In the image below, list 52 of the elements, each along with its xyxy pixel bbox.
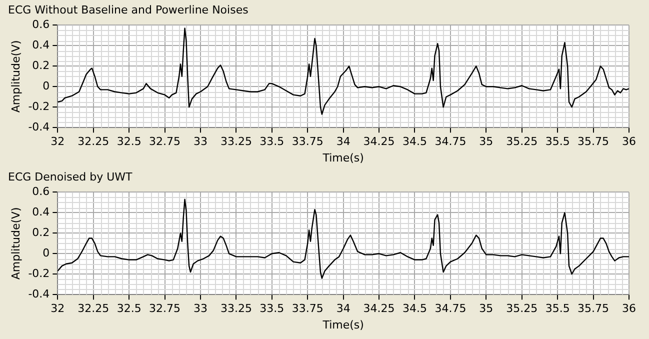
x-tick-label: 35.75	[578, 302, 610, 316]
x-tick-label: 35.5	[545, 135, 570, 148]
x-tick-label: 32.5	[116, 135, 142, 148]
y-tick-label: 0.4	[32, 206, 50, 219]
x-axis-title: Time(s)	[322, 318, 364, 332]
x-tick-label: 35.25	[506, 135, 538, 148]
x-tick-label: 32.25	[78, 135, 110, 148]
x-tick-label: 34.25	[363, 135, 395, 148]
x-tick-label: 32.75	[149, 302, 181, 316]
x-tick-label: 35.5	[545, 302, 570, 316]
y-axis-title: Amplitude(V)	[9, 207, 22, 280]
x-tick-label: 35	[479, 135, 494, 148]
x-tick-label: 35.25	[506, 302, 538, 316]
x-tick-label: 32.5	[116, 302, 142, 316]
y-tick-label: 0	[42, 246, 50, 260]
y-tick-label: -0.4	[28, 120, 50, 134]
x-tick-label: 36	[622, 302, 636, 316]
y-tick-label: -0.2	[28, 266, 50, 280]
y-axis-title: Amplitude(V)	[9, 40, 22, 113]
x-tick-label: 36	[622, 135, 636, 148]
x-tick-label: 33.25	[220, 135, 252, 148]
chart-title: ECG Denoised by UWT	[8, 170, 133, 184]
x-axis-title: Time(s)	[322, 151, 364, 164]
x-tick-label: 33.5	[260, 302, 284, 316]
y-tick-label: -0.2	[28, 100, 50, 113]
x-tick-label: 35	[479, 302, 494, 316]
x-tick-label: 34.25	[363, 302, 395, 316]
x-tick-label: 32.75	[149, 135, 181, 148]
y-tick-label: 0	[42, 80, 50, 92]
x-tick-label: 32	[50, 135, 65, 148]
y-tick-label: 0.4	[32, 38, 50, 52]
x-tick-label: 32	[50, 302, 65, 316]
y-tick-label: -0.4	[28, 287, 50, 300]
x-tick-label: 33	[193, 302, 208, 316]
y-tick-label: 0.2	[32, 226, 50, 240]
y-tick-label: 0.2	[32, 59, 50, 72]
x-tick-label: 33.5	[260, 135, 284, 148]
x-tick-label: 33.25	[220, 302, 252, 316]
x-tick-label: 33	[193, 135, 208, 148]
y-tick-label: 0.6	[32, 18, 50, 32]
x-tick-label: 33.75	[292, 135, 324, 148]
x-tick-label: 34	[336, 302, 350, 316]
chart-title: ECG Without Baseline and Powerline Noises	[8, 3, 249, 16]
x-tick-label: 34.5	[402, 302, 427, 316]
y-tick-label: 0.6	[32, 185, 50, 198]
x-tick-label: 34.75	[434, 135, 466, 148]
x-tick-label: 33.75	[292, 302, 324, 316]
x-tick-label: 32.25	[78, 302, 110, 316]
x-tick-label: 35.75	[578, 135, 610, 148]
x-tick-label: 34.75	[434, 302, 466, 316]
x-tick-label: 34	[336, 135, 350, 148]
x-tick-label: 34.5	[402, 135, 427, 148]
